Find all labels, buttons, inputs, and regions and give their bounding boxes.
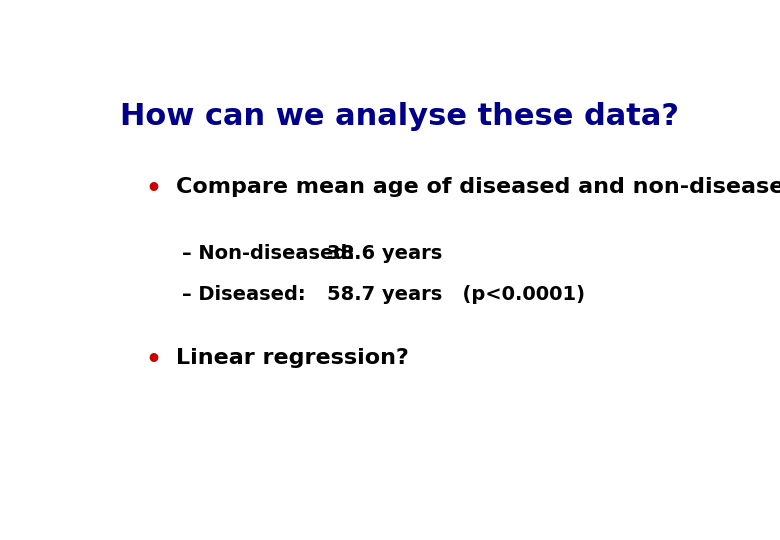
Text: Compare mean age of diseased and non-diseased: Compare mean age of diseased and non-dis… <box>176 177 780 197</box>
Text: How can we analyse these data?: How can we analyse these data? <box>120 102 679 131</box>
Text: – Non-diseased:: – Non-diseased: <box>182 244 355 262</box>
Text: 38.6 years: 38.6 years <box>328 244 442 262</box>
Text: •: • <box>146 348 162 372</box>
Text: – Diseased:: – Diseased: <box>182 285 306 304</box>
Text: •: • <box>146 177 162 201</box>
Text: 58.7 years   (p<0.0001): 58.7 years (p<0.0001) <box>328 285 585 304</box>
Text: Linear regression?: Linear regression? <box>176 348 409 368</box>
